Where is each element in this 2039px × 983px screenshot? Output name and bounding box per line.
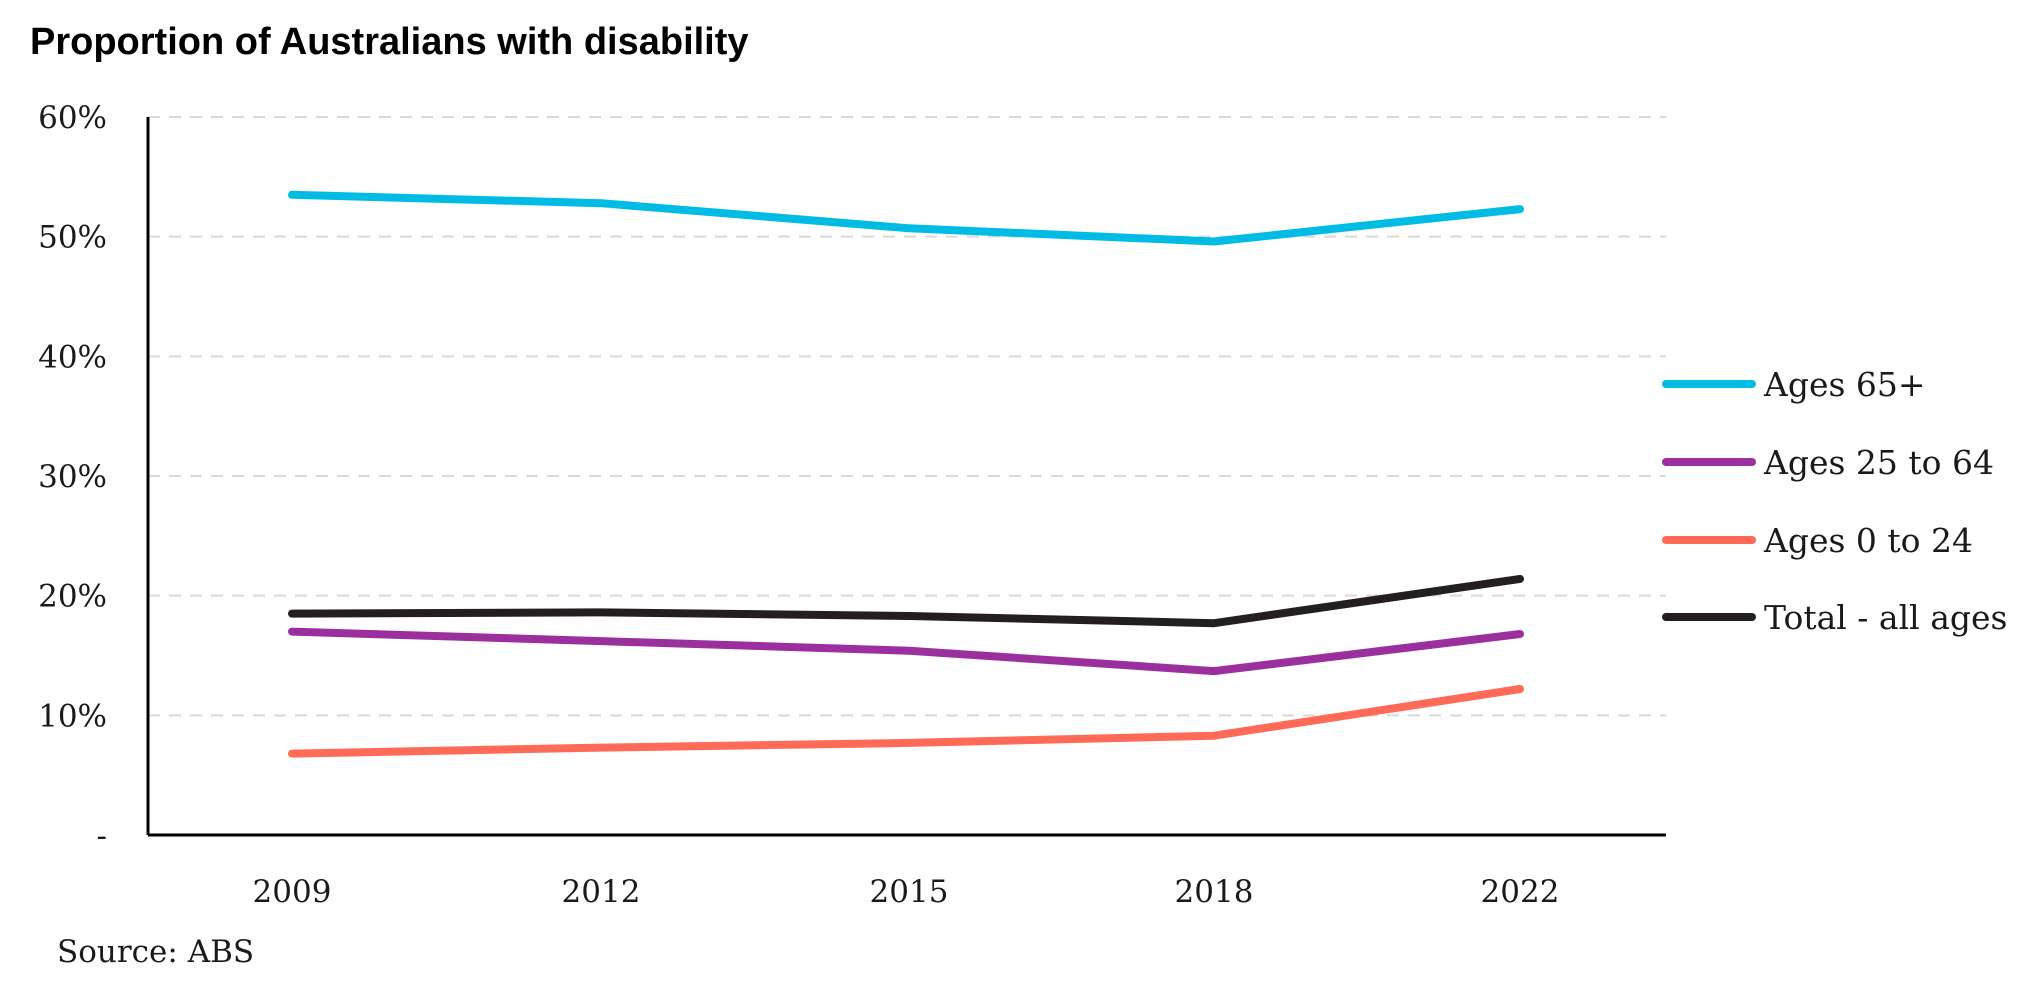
- series-line-ages-0-to-24: [288, 685, 1524, 758]
- legend: Ages 65+ Ages 25 to 64 Ages 0 to 24 Total -…: [1662, 365, 2007, 637]
- series-line-ages-25-to-64: [288, 627, 1524, 676]
- legend-label-ages-0-to-24: Ages 0 to 24: [1763, 521, 1973, 560]
- y-tick-label: 50%: [38, 220, 107, 256]
- x-tick-label: 2009: [253, 874, 332, 910]
- legend-label-ages-25-to-64: Ages 25 to 64: [1763, 443, 1994, 482]
- series-line-total-all-ages: [288, 574, 1524, 628]
- y-axis-tick-labels: - 10% 20% 30% 40% 50% 60%: [38, 100, 107, 854]
- legend-label-ages-65: Ages 65+: [1763, 365, 1926, 404]
- x-tick-label: 2015: [870, 874, 949, 910]
- y-tick-label: 40%: [38, 339, 107, 375]
- series-lines: [288, 190, 1524, 758]
- chart-title: Proportion of Australians with disabilit…: [30, 21, 749, 63]
- axes: [146, 117, 1666, 837]
- y-tick-label: 20%: [38, 579, 107, 615]
- y-tick-label: 60%: [38, 100, 107, 136]
- x-axis-tick-labels: 2009 2012 2015 2018 2022: [253, 874, 1560, 910]
- source-note: Source: ABS: [57, 934, 254, 970]
- legend-label-total-all-ages: Total - all ages: [1764, 598, 2007, 637]
- x-tick-label: 2018: [1175, 874, 1254, 910]
- y-tick-label: 30%: [38, 459, 107, 495]
- gridlines: [148, 116, 1666, 717]
- x-tick-label: 2012: [562, 874, 641, 910]
- y-tick-label: 10%: [38, 698, 107, 734]
- y-tick-label: -: [97, 818, 107, 854]
- series-line-ages-65: [288, 190, 1524, 246]
- x-tick-label: 2022: [1481, 874, 1560, 910]
